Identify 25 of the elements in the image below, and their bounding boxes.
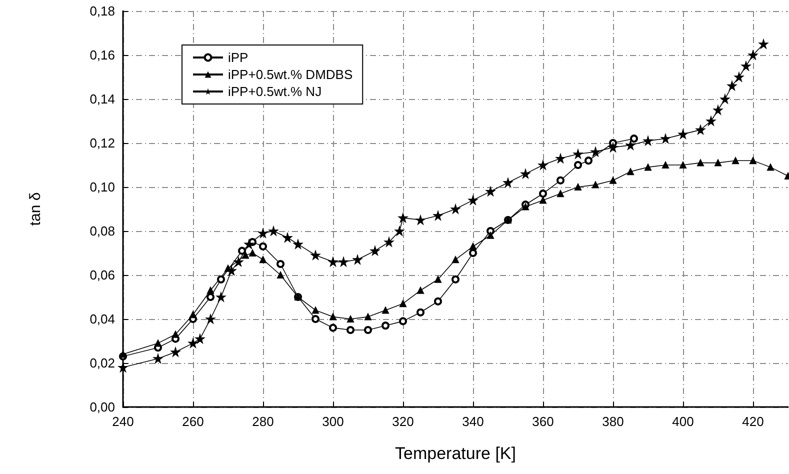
y-tick-label: 0,04 [90,312,115,326]
y-tick-label: 0,10 [90,180,115,194]
y-tick-label: 0,16 [90,48,115,62]
x-axis-title: Temperature [K] [395,444,516,463]
x-tick-label: 300 [322,414,344,429]
x-tick-label: 240 [112,414,134,429]
x-tick-label: 360 [532,414,554,429]
x-tick-label: 400 [672,414,694,429]
legend-label: iPP+0.5wt.% NJ [228,84,322,99]
legend-label: iPP+0.5wt.% DMDBS [228,67,353,82]
x-tick-label: 380 [602,414,624,429]
y-tick-label: 0,00 [90,400,115,414]
y-tick-label: 0,06 [90,268,115,282]
x-tick-label: 280 [252,414,274,429]
y-tick-label: 0,12 [90,136,115,150]
x-tick-label: 260 [182,414,204,429]
legend-label: iPP [228,50,248,65]
y-tick-label: 0,02 [90,356,115,370]
x-tick-label: 420 [742,414,764,429]
y-axis-title: tan δ [27,192,44,226]
y-tick-label: 0,18 [90,4,115,18]
y-tick-label: 0,14 [90,92,115,106]
x-tick-label: 320 [392,414,414,429]
y-tick-label: 0,08 [90,224,115,238]
x-tick-label: 340 [462,414,484,429]
